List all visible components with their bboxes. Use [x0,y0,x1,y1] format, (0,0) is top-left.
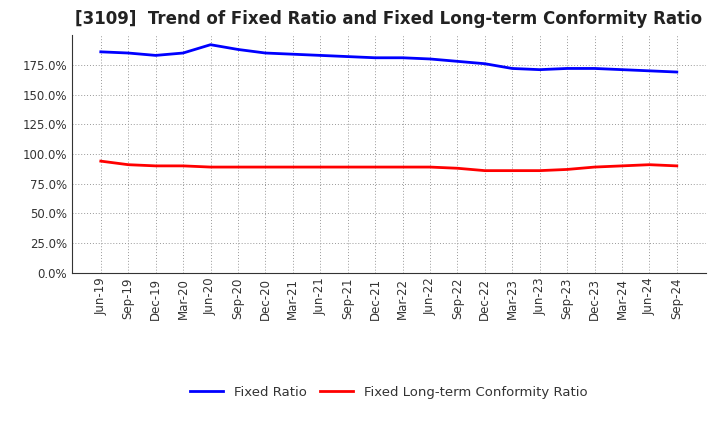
Fixed Long-term Conformity Ratio [371,165,379,170]
Fixed Ratio [536,67,544,72]
Fixed Long-term Conformity Ratio [343,165,352,170]
Title: [3109]  Trend of Fixed Ratio and Fixed Long-term Conformity Ratio: [3109] Trend of Fixed Ratio and Fixed Lo… [75,10,703,28]
Fixed Long-term Conformity Ratio [618,163,626,169]
Fixed Long-term Conformity Ratio [179,163,187,169]
Fixed Ratio [261,50,270,55]
Fixed Ratio [206,42,215,48]
Fixed Ratio [343,54,352,59]
Fixed Long-term Conformity Ratio [398,165,407,170]
Fixed Ratio [233,47,242,52]
Fixed Long-term Conformity Ratio [672,163,681,169]
Fixed Ratio [453,59,462,64]
Fixed Long-term Conformity Ratio [536,168,544,173]
Fixed Long-term Conformity Ratio [289,165,297,170]
Fixed Ratio [96,49,105,55]
Fixed Long-term Conformity Ratio [590,165,599,170]
Fixed Long-term Conformity Ratio [480,168,489,173]
Fixed Long-term Conformity Ratio [316,165,325,170]
Fixed Long-term Conformity Ratio [151,163,160,169]
Fixed Ratio [480,61,489,66]
Fixed Ratio [289,51,297,57]
Fixed Long-term Conformity Ratio [124,162,132,167]
Fixed Ratio [563,66,572,71]
Fixed Long-term Conformity Ratio [206,165,215,170]
Fixed Ratio [618,67,626,72]
Fixed Ratio [151,53,160,58]
Fixed Long-term Conformity Ratio [508,168,516,173]
Fixed Long-term Conformity Ratio [96,158,105,164]
Fixed Long-term Conformity Ratio [426,165,434,170]
Fixed Ratio [645,68,654,73]
Fixed Ratio [371,55,379,60]
Line: Fixed Long-term Conformity Ratio: Fixed Long-term Conformity Ratio [101,161,677,171]
Fixed Ratio [508,66,516,71]
Fixed Ratio [316,53,325,58]
Fixed Long-term Conformity Ratio [453,165,462,171]
Fixed Ratio [590,66,599,71]
Fixed Ratio [398,55,407,60]
Fixed Long-term Conformity Ratio [563,167,572,172]
Line: Fixed Ratio: Fixed Ratio [101,45,677,72]
Fixed Ratio [179,50,187,55]
Fixed Long-term Conformity Ratio [645,162,654,167]
Fixed Long-term Conformity Ratio [233,165,242,170]
Fixed Ratio [124,50,132,55]
Fixed Long-term Conformity Ratio [261,165,270,170]
Fixed Ratio [672,70,681,75]
Fixed Ratio [426,56,434,62]
Legend: Fixed Ratio, Fixed Long-term Conformity Ratio: Fixed Ratio, Fixed Long-term Conformity … [185,381,593,404]
